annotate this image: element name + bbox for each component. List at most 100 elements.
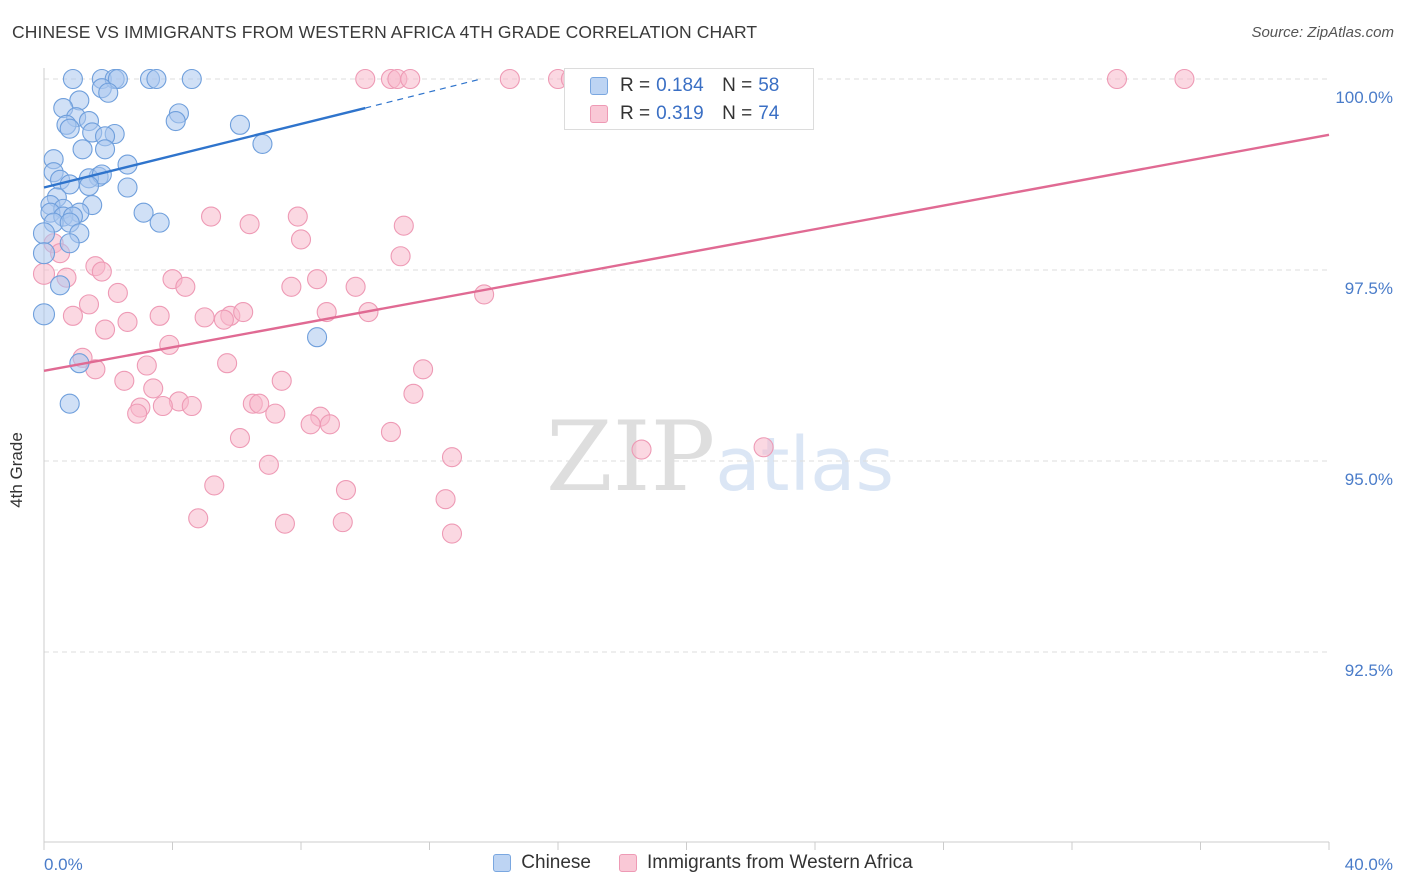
legend-r-label: R = xyxy=(620,103,651,124)
axis-layer xyxy=(43,68,1330,850)
africa-point xyxy=(332,512,353,533)
trend-line-chinese xyxy=(43,106,366,189)
stats-legend-row-chinese: R = 0.184 N = 58 xyxy=(565,72,813,100)
y-tick-label: 97.5% xyxy=(1345,279,1393,298)
africa-point xyxy=(229,428,251,449)
chinese-point xyxy=(32,222,56,245)
africa-point xyxy=(441,447,463,468)
chinese-point xyxy=(252,133,273,154)
trend-layer xyxy=(43,78,1330,373)
africa-point xyxy=(194,307,215,328)
legend-n-value-africa: 74 xyxy=(758,103,780,124)
africa-point xyxy=(159,334,180,355)
chinese-point xyxy=(181,68,202,90)
legend-swatch-africa xyxy=(590,105,608,123)
africa-point xyxy=(355,68,376,90)
africa-point xyxy=(413,359,434,380)
trend-line-africa xyxy=(43,133,1330,373)
stats-legend-row-africa: R = 0.319 N = 74 xyxy=(565,100,813,128)
africa-point xyxy=(287,206,308,227)
chinese-point xyxy=(146,68,167,90)
legend-r-label: R = xyxy=(620,75,651,96)
africa-point xyxy=(300,414,321,435)
chinese-point xyxy=(165,110,186,132)
legend-r-value-chinese: 0.184 xyxy=(656,75,704,96)
y-tick-label: 92.5% xyxy=(1345,661,1393,680)
chinese-point xyxy=(133,202,154,223)
series-legend-label-chinese: Chinese xyxy=(521,852,591,873)
africa-point xyxy=(335,479,357,501)
series-legend-item-africa[interactable]: Immigrants from Western Africa xyxy=(619,852,913,874)
legend-swatch-chinese xyxy=(493,854,512,872)
africa-point xyxy=(1106,68,1128,90)
africa-point xyxy=(258,454,279,475)
africa-point xyxy=(117,311,138,333)
africa-point xyxy=(631,439,652,460)
africa-point xyxy=(380,421,402,443)
chinese-point xyxy=(62,68,83,90)
chinese-point xyxy=(98,82,119,103)
africa-point xyxy=(62,305,83,326)
africa-point xyxy=(201,206,222,227)
x-tick-label: 40.0% xyxy=(1345,855,1393,874)
africa-point xyxy=(1174,68,1195,90)
series-legend-item-chinese[interactable]: Chinese xyxy=(493,852,591,874)
africa-point xyxy=(127,403,148,424)
y-tick-label: 100.0% xyxy=(1335,88,1393,107)
legend-n-label: N = xyxy=(722,103,753,124)
africa-point xyxy=(233,301,254,323)
trend-line-chinese-extension xyxy=(365,78,482,109)
chinese-point xyxy=(59,233,80,254)
y-axis-title: 4th Grade xyxy=(7,432,26,508)
africa-point xyxy=(274,513,295,534)
africa-point xyxy=(136,355,157,376)
africa-point xyxy=(204,475,225,496)
africa-point xyxy=(114,370,135,391)
chinese-point xyxy=(50,275,71,296)
africa-point xyxy=(390,246,411,267)
watermark-zip: ZIP xyxy=(546,401,715,513)
legend-n-value-chinese: 58 xyxy=(758,75,780,96)
watermark-text: ZIPatlas xyxy=(546,401,894,513)
chinese-point xyxy=(32,242,56,265)
africa-point xyxy=(213,309,234,330)
chinese-point xyxy=(107,68,128,90)
watermark: ZIPatlas xyxy=(546,401,894,513)
legend-swatch-africa xyxy=(619,854,637,872)
africa-point xyxy=(393,215,414,236)
africa-point xyxy=(400,68,421,90)
chart-title: CHINESE VS IMMIGRANTS FROM WESTERN AFRIC… xyxy=(12,22,758,42)
africa-point xyxy=(403,383,424,404)
africa-point xyxy=(345,276,366,297)
chinese-point xyxy=(59,393,80,414)
africa-point xyxy=(281,276,302,297)
chart-source: Source: ZipAtlas.com xyxy=(1251,24,1394,41)
series-legend-label-africa: Immigrants from Western Africa xyxy=(647,852,913,873)
africa-point xyxy=(271,370,292,391)
watermark-atlas: atlas xyxy=(715,422,894,508)
tick-label-layer: 92.5% 95.0% 97.5% 100.0% 0.0% 40.0% xyxy=(44,88,1393,874)
legend-swatch-chinese xyxy=(590,77,608,95)
africa-point xyxy=(143,378,164,399)
africa-point xyxy=(441,523,463,544)
africa-point xyxy=(91,261,112,282)
africa-point xyxy=(181,395,202,417)
legend-n-label: N = xyxy=(722,75,753,96)
africa-point xyxy=(265,403,286,424)
africa-point xyxy=(435,489,456,510)
chinese-point xyxy=(72,139,93,160)
africa-point xyxy=(290,229,312,250)
africa-point xyxy=(307,269,328,290)
africa-point xyxy=(94,319,116,340)
africa-point xyxy=(149,305,170,326)
chinese-point xyxy=(117,177,138,198)
y-tick-label: 95.0% xyxy=(1345,470,1393,489)
africa-point xyxy=(78,294,100,315)
africa-point xyxy=(175,276,196,297)
africa-point xyxy=(217,353,238,374)
africa-point xyxy=(316,301,337,323)
africa-point xyxy=(152,395,173,417)
africa-point xyxy=(753,437,774,458)
africa-point xyxy=(249,393,270,414)
